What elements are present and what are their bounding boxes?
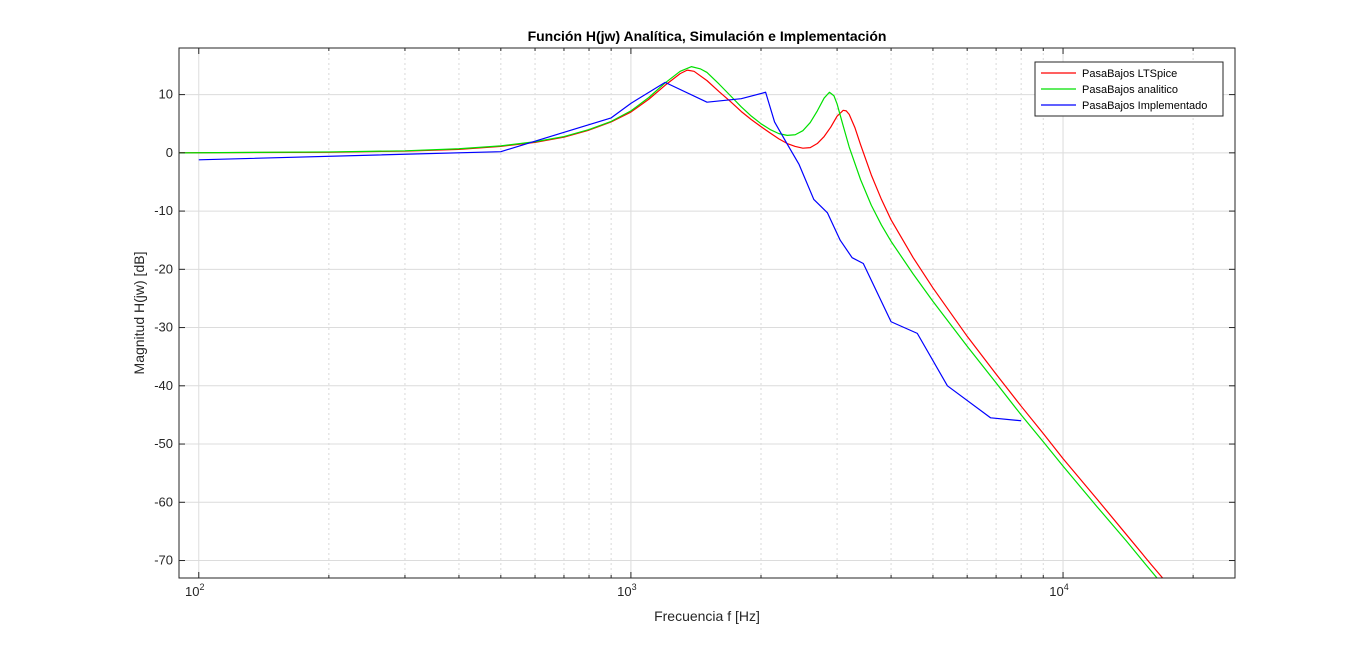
y-tick-label: -70 — [154, 553, 173, 568]
minor-grid — [328, 48, 1194, 578]
x-tick-label: 102 — [185, 582, 204, 599]
series-layer — [179, 66, 1164, 578]
y-tick-label: -50 — [154, 436, 173, 451]
y-axis-label: Magnitud H(jw) [dB] — [131, 252, 147, 375]
x-tick-label-exponent: 3 — [632, 582, 637, 592]
plot-area — [179, 48, 1235, 578]
series-line-2 — [179, 66, 1158, 578]
y-tick-label: 0 — [166, 145, 173, 160]
x-tick-label-exponent: 2 — [199, 582, 204, 592]
y-tick-label: -60 — [154, 494, 173, 509]
major-grid — [179, 48, 1235, 578]
x-tick-labels: 102 103 104 — [185, 582, 1069, 599]
chart-title: Función H(jw) Analítica, Simulación e Im… — [528, 28, 887, 44]
legend-label-1: PasaBajos LTSpice — [1082, 68, 1177, 80]
x-tick-label-base: 10 — [617, 584, 631, 599]
x-tick-label-exponent: 4 — [1064, 582, 1069, 592]
axis-ticks — [179, 48, 1235, 578]
y-tick-label: -10 — [154, 203, 173, 218]
x-axis-label: Frecuencia f [Hz] — [654, 608, 760, 624]
y-tick-label: -20 — [154, 261, 173, 276]
y-tick-label: -30 — [154, 320, 173, 335]
legend: PasaBajos LTSpice PasaBajos analitico Pasa… — [1034, 61, 1224, 117]
x-tick-label: 103 — [617, 582, 636, 599]
plot-frame — [178, 47, 1236, 579]
x-tick-label: 104 — [1049, 582, 1068, 599]
y-tick-labels: 10 0 -10 -20 -30 -40 -50 -60 -70 — [154, 87, 173, 568]
legend-label-2: PasaBajos analitico — [1082, 84, 1178, 96]
y-tick-label: 10 — [159, 87, 173, 102]
x-tick-label-base: 10 — [185, 584, 199, 599]
y-tick-label: -40 — [154, 378, 173, 393]
legend-label-3: PasaBajos Implementado — [1082, 100, 1207, 112]
series-line-3 — [198, 81, 1022, 422]
x-tick-label-base: 10 — [1049, 584, 1063, 599]
